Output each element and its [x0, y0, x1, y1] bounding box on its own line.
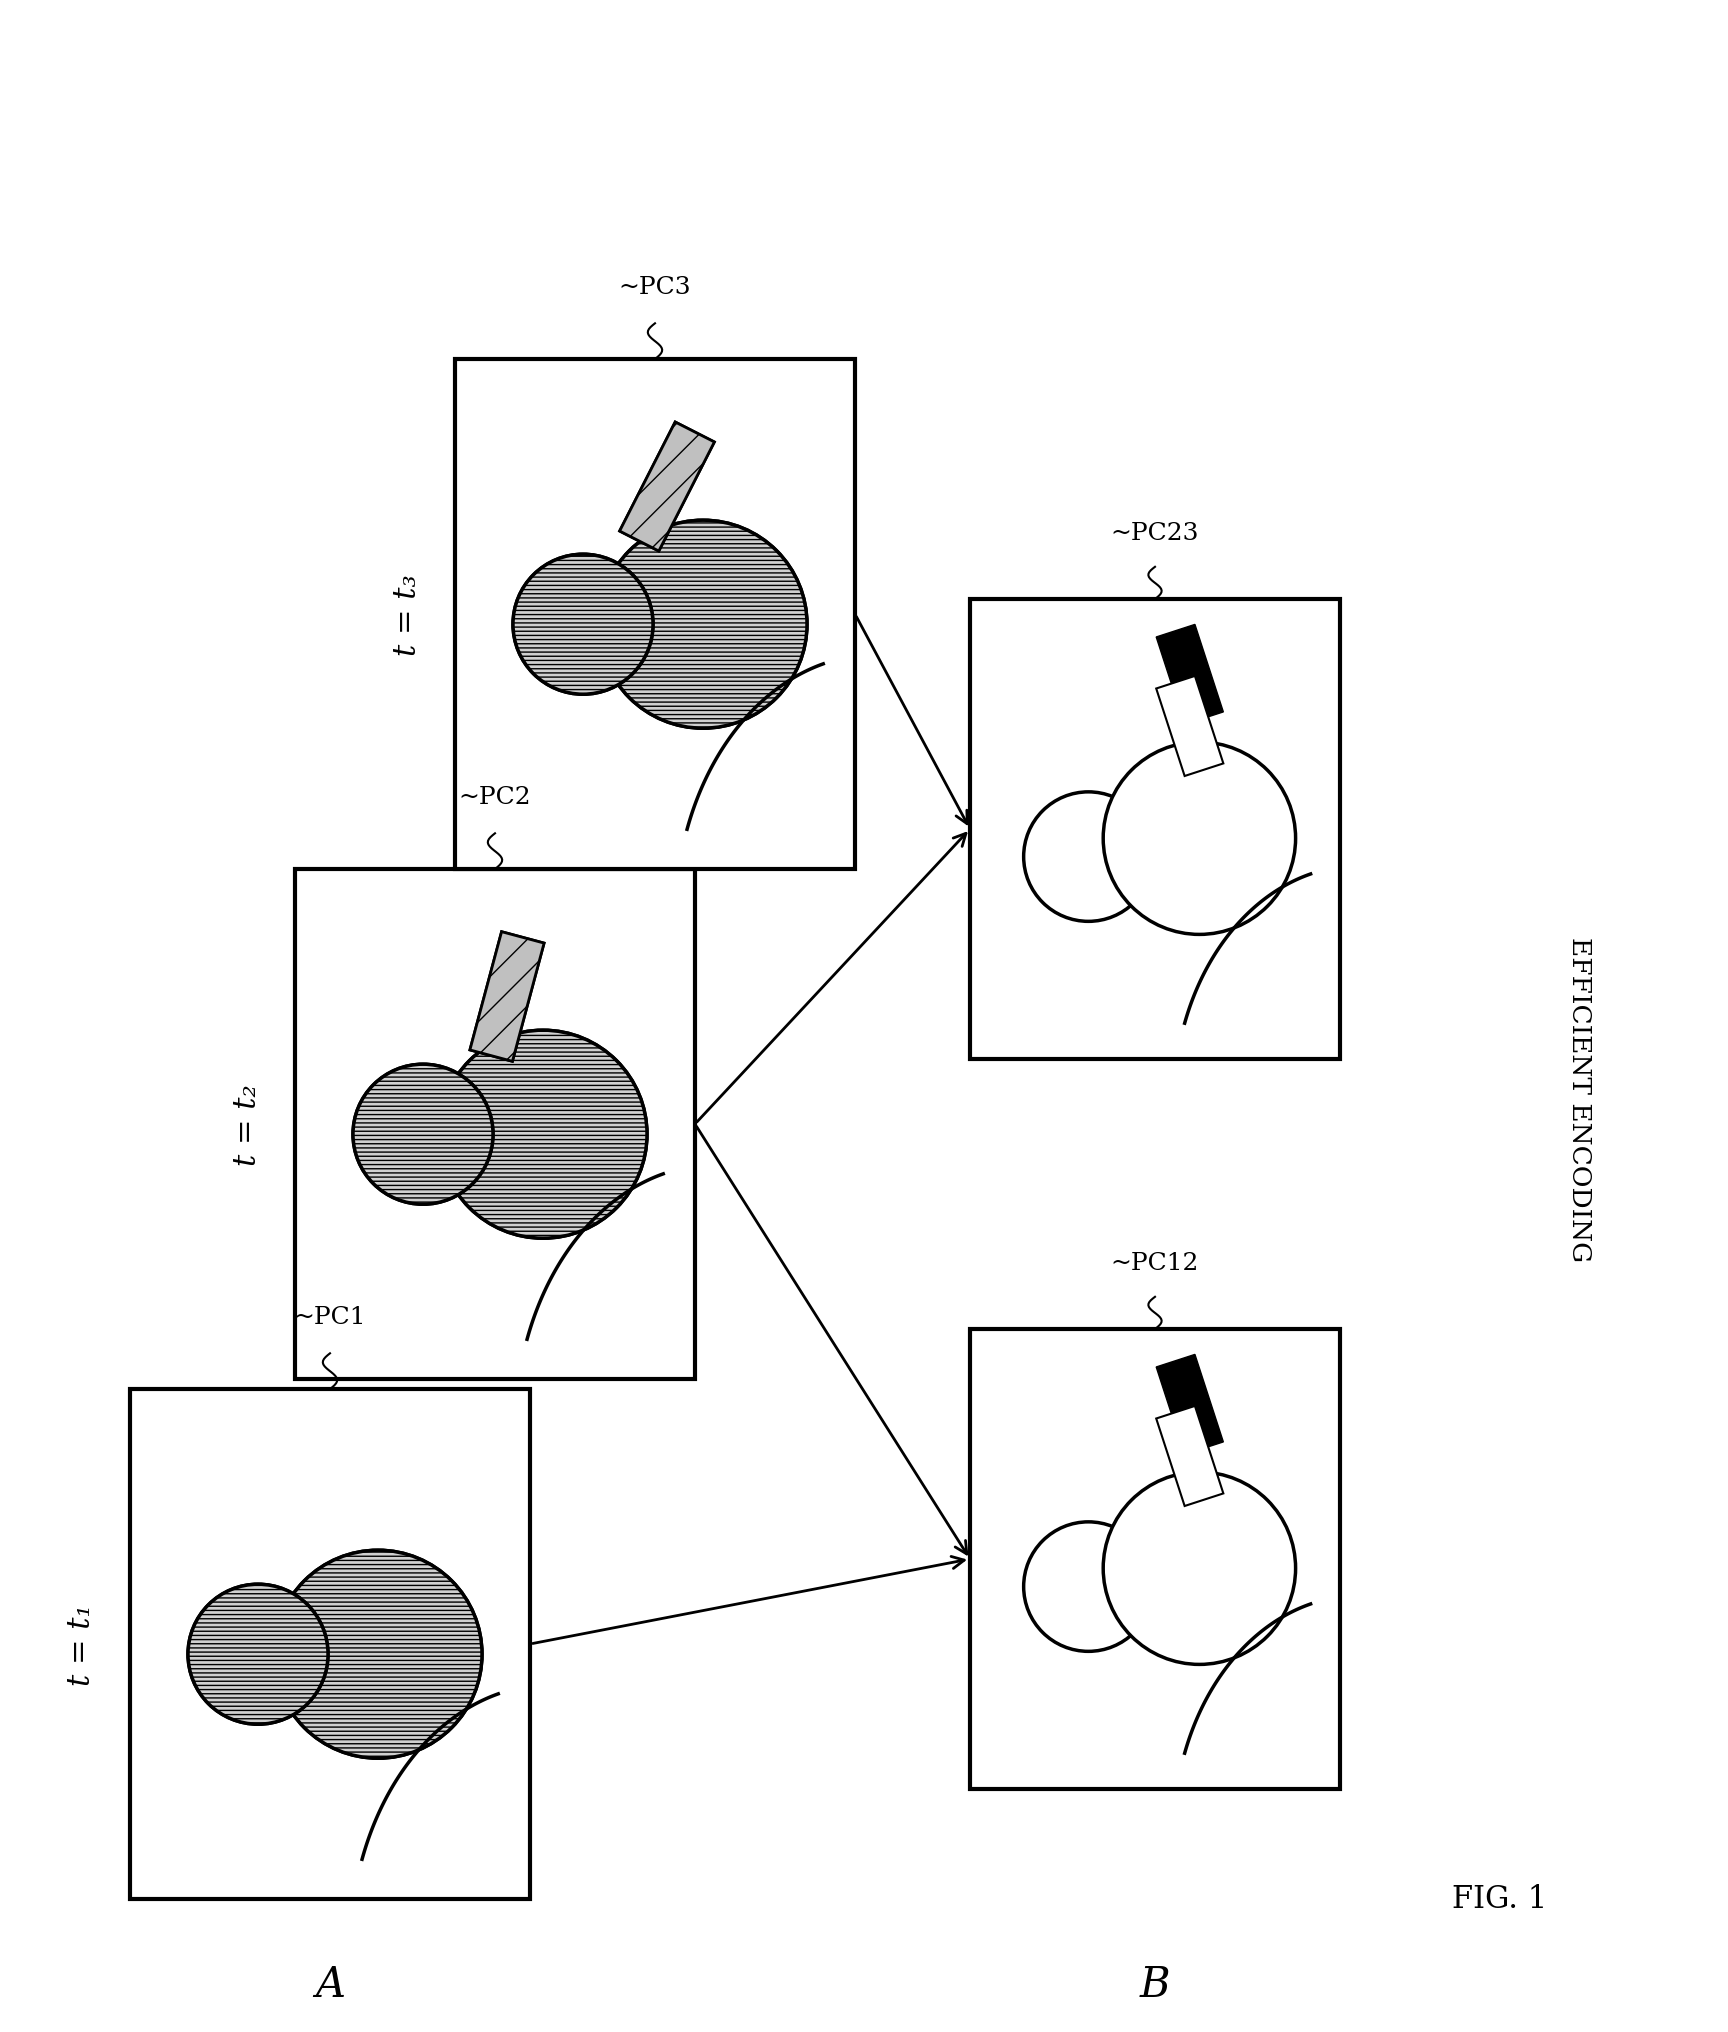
Text: FIG. 1: FIG. 1 [1452, 1884, 1548, 1914]
Circle shape [1102, 1473, 1296, 1664]
Polygon shape [1156, 626, 1223, 725]
Polygon shape [470, 933, 544, 1063]
Polygon shape [1156, 1406, 1223, 1506]
Text: A: A [314, 1963, 346, 2006]
Text: ~PC23: ~PC23 [1111, 522, 1199, 545]
Polygon shape [470, 933, 544, 1063]
Circle shape [1023, 1522, 1153, 1652]
Circle shape [275, 1550, 482, 1758]
Polygon shape [620, 423, 714, 553]
Circle shape [188, 1585, 328, 1725]
Text: EFFICIENT ENCODING: EFFICIENT ENCODING [1567, 937, 1593, 1262]
Bar [969, 599, 1339, 1059]
Text: B: B [1140, 1963, 1170, 2006]
Text: ~PC12: ~PC12 [1111, 1252, 1199, 1274]
Text: t = t₃: t = t₃ [392, 573, 423, 656]
Circle shape [439, 1030, 646, 1240]
Circle shape [600, 520, 807, 729]
Text: t = t₂: t = t₂ [232, 1083, 263, 1164]
Circle shape [600, 520, 807, 729]
Polygon shape [1156, 677, 1223, 776]
Polygon shape [1156, 1355, 1223, 1455]
Text: t = t₁: t = t₁ [66, 1603, 97, 1685]
Circle shape [439, 1030, 646, 1240]
Text: ~PC3: ~PC3 [619, 276, 691, 299]
Circle shape [188, 1585, 328, 1725]
Circle shape [275, 1550, 482, 1758]
Bar [130, 1390, 530, 1900]
Circle shape [353, 1065, 492, 1205]
Circle shape [1023, 792, 1153, 923]
Text: ~PC1: ~PC1 [294, 1305, 366, 1329]
Circle shape [513, 555, 653, 695]
Bar [969, 1329, 1339, 1788]
Bar [454, 360, 855, 870]
Polygon shape [620, 423, 714, 553]
Bar [295, 870, 695, 1380]
Text: ~PC2: ~PC2 [458, 786, 530, 809]
Circle shape [1102, 742, 1296, 935]
Circle shape [513, 555, 653, 695]
Circle shape [353, 1065, 492, 1205]
